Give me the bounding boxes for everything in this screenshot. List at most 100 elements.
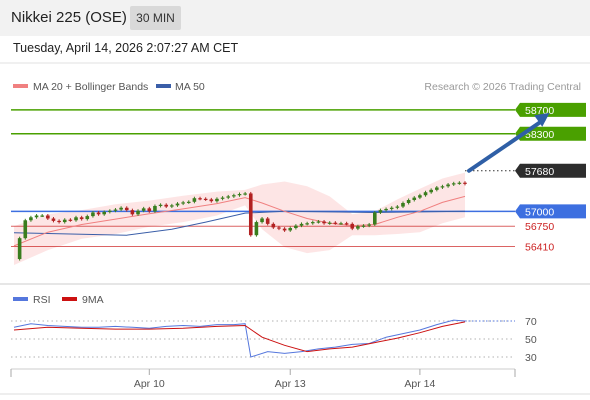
candle-body xyxy=(248,193,253,236)
rsi-legend: RSI 9MA xyxy=(13,294,104,306)
candle-body xyxy=(209,199,214,202)
rsi-line xyxy=(13,319,466,358)
candle-body xyxy=(17,238,22,260)
candle-body xyxy=(260,218,264,223)
timeframe-button[interactable]: 30 MIN xyxy=(130,6,181,30)
candle-body xyxy=(147,208,152,212)
ma20-line xyxy=(13,195,466,247)
candle-body xyxy=(322,221,326,224)
candle-body xyxy=(237,194,242,196)
candle-body xyxy=(271,223,276,228)
x-tick-label: Apr 14 xyxy=(404,378,435,390)
candle-body xyxy=(34,215,39,218)
candle-body xyxy=(446,184,450,187)
candle-body xyxy=(102,211,106,215)
level-tag-57680 xyxy=(515,163,586,178)
candle-body xyxy=(220,197,225,199)
x-tick-label: Apr 13 xyxy=(275,378,306,390)
candle-body xyxy=(305,223,309,225)
candle-body xyxy=(124,207,129,211)
candle-body xyxy=(198,198,202,200)
candle-body xyxy=(186,201,191,203)
level-label-56410: 56410 xyxy=(525,242,554,254)
candle-body xyxy=(401,202,405,207)
candle-body xyxy=(108,210,112,212)
rsi-legend-swatch xyxy=(13,297,28,301)
candle-body xyxy=(79,217,84,220)
level-tag-57000 xyxy=(515,204,586,219)
x-tick-label: Apr 10 xyxy=(134,378,165,390)
candle-body xyxy=(356,226,360,229)
candle-body xyxy=(96,212,101,215)
timestamp: Tuesday, April 14, 2026 2:07:27 AM CET xyxy=(13,41,239,55)
legend: MA 20 + Bollinger Bands MA 50 xyxy=(13,81,205,93)
rsi-ma-legend-swatch xyxy=(62,297,77,301)
candle-body xyxy=(85,216,90,220)
candle-body xyxy=(288,228,293,231)
candle-body xyxy=(429,189,433,193)
candle-body xyxy=(361,225,366,227)
candle-body xyxy=(440,186,445,188)
projection-arrow-shaft xyxy=(467,117,546,173)
candle-body xyxy=(153,205,157,212)
candle-body xyxy=(327,222,332,224)
level-label-57680: 57680 xyxy=(525,166,554,178)
candle-body xyxy=(40,215,44,217)
candle-body xyxy=(141,208,146,211)
candle-body xyxy=(181,202,185,204)
x-axis: Apr 10 Apr 13 Apr 14 xyxy=(134,369,436,390)
candle-body xyxy=(254,222,259,236)
level-label-56750: 56750 xyxy=(525,221,554,233)
candle-body xyxy=(265,218,270,224)
candle-body xyxy=(232,195,236,197)
chart-header: Nikkei 225 (OSE) 30 MIN xyxy=(0,0,590,36)
candle-body xyxy=(435,187,439,190)
candle-body xyxy=(282,228,287,231)
candle-body xyxy=(384,208,388,211)
candle-body xyxy=(203,198,208,201)
candle-body xyxy=(344,223,349,225)
candle-body xyxy=(175,203,180,206)
candle-body xyxy=(299,223,304,226)
ma20-legend-swatch xyxy=(13,84,28,88)
ma20-legend-label: MA 20 + Bollinger Bands xyxy=(33,81,148,93)
candle-body xyxy=(395,206,400,208)
rsi-plot: 70 50 30 xyxy=(11,316,537,364)
rsi-legend-label: RSI xyxy=(33,294,51,306)
candle-body xyxy=(333,222,338,224)
candle-body xyxy=(51,218,56,221)
rsi-tick-30: 30 xyxy=(525,352,537,364)
candle-body xyxy=(130,210,135,215)
candle-body xyxy=(226,196,231,198)
level-tag-58700 xyxy=(515,102,586,117)
candle-body xyxy=(170,205,174,207)
candle-body xyxy=(158,204,163,206)
candle-body xyxy=(23,220,28,239)
candle-body xyxy=(192,198,197,202)
candle-body xyxy=(463,182,467,184)
candle-body xyxy=(412,197,417,200)
candle-body xyxy=(215,198,219,202)
projection-arrow-head xyxy=(534,112,550,127)
candle-body xyxy=(418,195,422,198)
candle-body xyxy=(74,217,78,221)
candle-body xyxy=(46,215,50,219)
candle-body xyxy=(294,225,298,229)
candle-body xyxy=(350,223,355,229)
watermark: Research © 2026 Trading Central xyxy=(424,81,581,93)
candle-body xyxy=(29,217,33,221)
rsi-ma-line xyxy=(13,321,466,353)
candle-body xyxy=(451,183,456,185)
candle-body xyxy=(367,224,371,226)
level-label-58300: 58300 xyxy=(525,129,554,141)
ma50-legend-swatch xyxy=(156,84,171,88)
ma50-legend-label: MA 50 xyxy=(175,81,205,93)
candle-body xyxy=(378,210,383,213)
candle-body xyxy=(113,209,118,211)
candle-body xyxy=(373,212,377,225)
candle-body xyxy=(406,200,411,203)
candle-body xyxy=(68,219,73,221)
candle-body xyxy=(91,212,95,217)
